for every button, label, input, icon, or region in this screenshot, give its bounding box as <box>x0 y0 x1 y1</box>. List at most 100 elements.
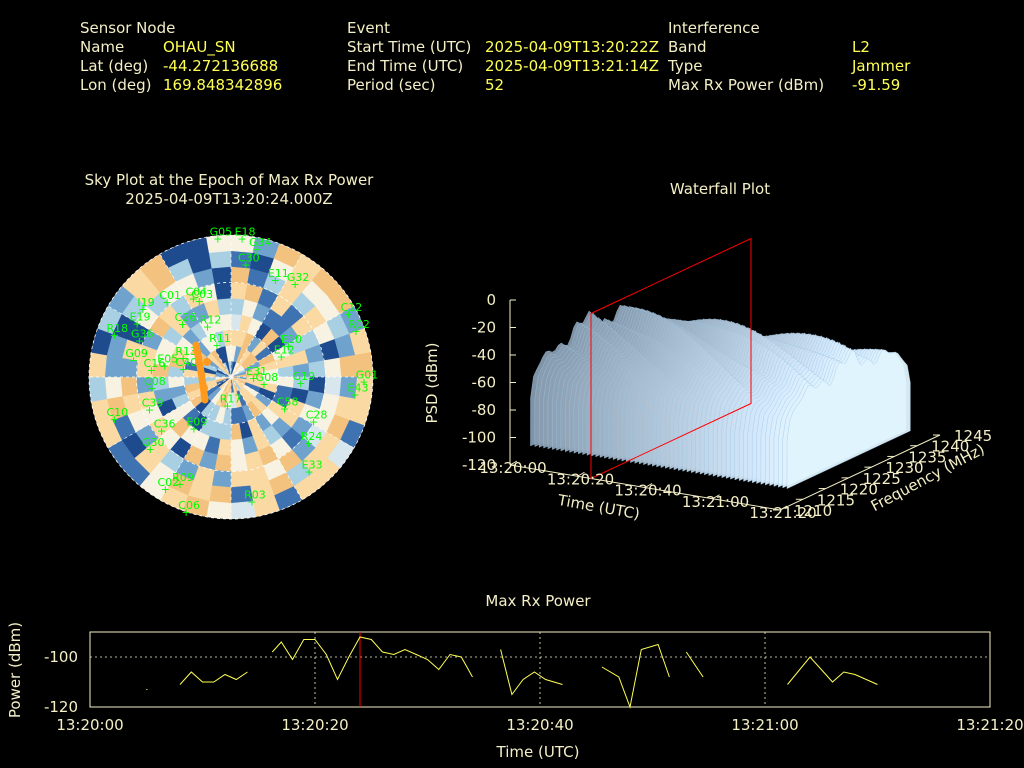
sky-heatmap-cell <box>244 360 261 372</box>
sky-heatmap-cell <box>156 337 177 356</box>
sky-heatmap-cell <box>218 364 232 378</box>
waterfall-ridge <box>591 315 716 457</box>
satellite-label: E43 <box>348 382 369 395</box>
psd-tick-label: -40 <box>472 346 497 364</box>
sky-heatmap-cell <box>198 450 218 471</box>
sky-heatmap-cell <box>240 386 256 402</box>
sky-heatmap-cell <box>230 313 243 331</box>
sky-heatmap-cell <box>315 295 341 323</box>
satellite-label: C39 <box>142 397 164 410</box>
sky-heatmap-cell <box>219 391 229 409</box>
sky-heatmap-cell <box>228 376 232 393</box>
time-tick-label: 13:21:00 <box>682 493 749 511</box>
satellite-marker: + <box>132 317 141 330</box>
sky-heatmap-cell <box>245 379 263 389</box>
sky-heatmap-cell <box>88 352 107 378</box>
sky-heatmap-cell <box>339 354 358 378</box>
sky-heatmap-cell <box>217 376 232 388</box>
waterfall-marker-frame <box>590 237 752 480</box>
sky-heatmap-cell <box>266 336 286 354</box>
sky-azimuth-spoke <box>230 253 303 378</box>
sky-heatmap-cell <box>215 376 232 380</box>
line-chart-xtick-label: 13:21:00 <box>731 716 798 734</box>
sky-heatmap-cell <box>262 308 283 329</box>
frequency-tick-label: 1220 <box>840 481 878 499</box>
sky-heatmap-cell <box>219 423 232 441</box>
satellite-label: E12 <box>274 343 295 356</box>
sky-heatmap-cell <box>214 406 226 424</box>
sky-heatmap-cell <box>179 308 200 329</box>
sky-heatmap-cell <box>244 283 264 304</box>
waterfall-ridge <box>751 339 876 484</box>
satellite-label: C36 <box>154 417 176 430</box>
sensor-heading: Sensor Node <box>80 19 176 37</box>
sky-heatmap-cell <box>210 349 224 366</box>
satellite-marker: + <box>237 233 246 246</box>
sky-heatmap-cell <box>199 379 217 389</box>
waterfall-ridge <box>769 344 894 487</box>
waterfall-ridge <box>564 308 689 453</box>
sky-heatmap-cell <box>225 361 232 378</box>
satellite-label: C03 <box>191 288 213 301</box>
sky-heatmap-cell <box>252 495 280 518</box>
sky-heatmap-cell <box>230 376 240 393</box>
sky-heatmap-cell <box>247 267 270 289</box>
satellite-label: E33 <box>302 458 323 471</box>
sky-heatmap-cell <box>214 390 226 407</box>
waterfall-ridge <box>651 323 776 467</box>
waterfall-ridge <box>764 341 889 486</box>
waterfall-ridge <box>578 312 702 455</box>
sky-heatmap-cell <box>148 315 171 338</box>
satellite-label: E19 <box>130 310 151 323</box>
sky-heatmap-cell <box>254 322 272 342</box>
waterfall-ridge <box>669 327 794 470</box>
sky-heatmap-cell <box>191 431 210 452</box>
satellite-marker: + <box>145 404 154 417</box>
sky-heatmap-cell <box>238 349 252 366</box>
max-rx-power-series <box>146 636 878 709</box>
sky-heatmap-cell <box>230 501 256 520</box>
satellite-marker: + <box>178 318 187 331</box>
sky-heatmap-cell <box>271 345 291 362</box>
satellite-marker: + <box>280 403 289 416</box>
line-chart-ytick-label: -100 <box>44 648 78 666</box>
satellite-marker: + <box>223 399 232 412</box>
sky-heatmap-cell <box>121 295 147 323</box>
waterfall-ridge <box>621 318 746 462</box>
sky-heatmap-cell <box>208 485 232 504</box>
line-chart-xtick-label: 13:20:40 <box>506 716 573 734</box>
satellite-label: E18 <box>235 226 256 239</box>
sky-heatmap-cell <box>304 390 325 410</box>
sky-heatmap-cell <box>246 376 263 383</box>
waterfall-ridge <box>530 304 655 447</box>
waterfall-ridge <box>743 336 868 482</box>
sky-heatmap-cell <box>107 439 135 469</box>
sky-heatmap-cell <box>159 243 189 268</box>
sky-heatmap-cell <box>281 304 304 327</box>
sky-heatmap-cell <box>137 390 158 410</box>
sensor-lon-key: Lon (deg) <box>80 76 152 94</box>
interference-heading: Interference <box>668 19 760 37</box>
satellite-label: G36 <box>131 327 154 340</box>
line-chart-ytick-label: -120 <box>44 698 78 716</box>
time-tick-label: 13:21:20 <box>749 504 816 522</box>
sky-heatmap-cell <box>241 332 255 350</box>
satellite-marker: + <box>138 303 147 316</box>
sky-heatmap-cell <box>168 355 187 370</box>
sky-heatmap-cell <box>308 360 326 378</box>
sky-heatmap-cell <box>304 344 325 364</box>
satellite-label: C02 <box>157 476 179 489</box>
event-heading: Event <box>347 19 390 37</box>
sky-heatmap-cell <box>179 425 200 446</box>
sky-heatmap-cell <box>277 376 295 389</box>
waterfall-ridge <box>638 320 763 465</box>
interference-band-key: Band <box>668 38 707 56</box>
satellite-marker: + <box>213 233 222 246</box>
waterfall-ridge <box>551 307 676 450</box>
sky-heatmap-cell <box>199 376 216 383</box>
satellite-marker: + <box>147 364 156 377</box>
sky-heatmap-cell <box>171 392 191 409</box>
sky-heatmap-cell <box>175 458 199 482</box>
waterfall-title: Waterfall Plot <box>669 180 771 198</box>
sky-heatmap-cell <box>252 236 280 259</box>
